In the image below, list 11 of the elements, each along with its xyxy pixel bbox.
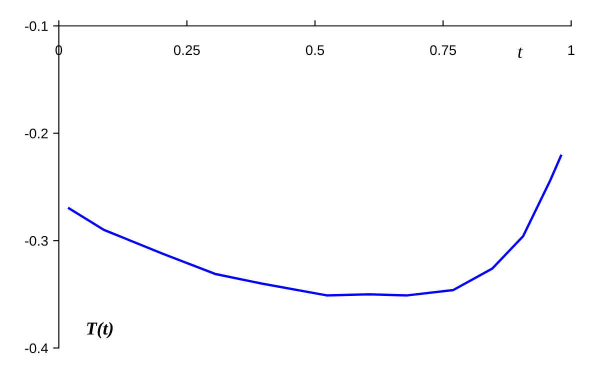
x-tick-label: 0.75: [430, 45, 456, 56]
x-tick-label: 0.5: [306, 45, 324, 56]
y-axis-title: T(t): [87, 322, 113, 338]
x-tick-label: 0.25: [174, 45, 200, 56]
y-tick-label: -0.4: [25, 343, 48, 354]
x-tick-label: 1: [568, 45, 574, 55]
x-axis-title: t: [518, 48, 523, 58]
y-tick-label: -0.1: [25, 21, 48, 32]
line-series: [68, 154, 562, 297]
y-tick-label: -0.3: [25, 236, 48, 246]
y-tick-label: -0.2: [25, 128, 48, 138]
